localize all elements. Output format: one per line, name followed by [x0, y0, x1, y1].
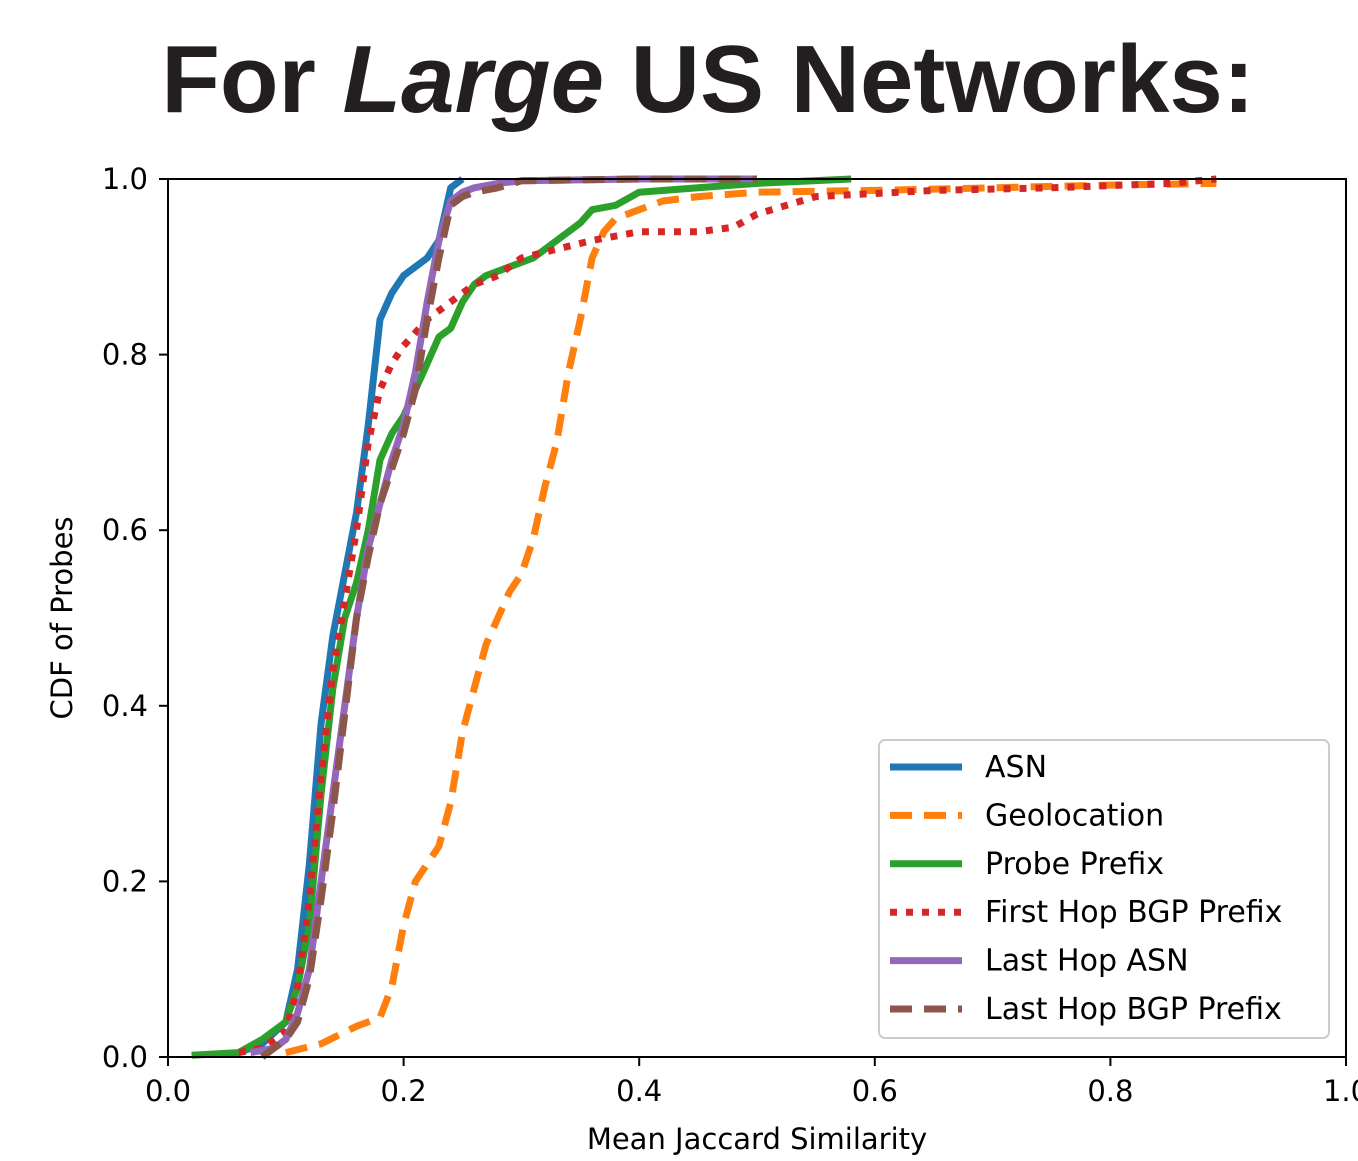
series-line-geolocation [284, 179, 1217, 1056]
legend-items: ASN Geolocation Probe Prefix First Hop BGP … [890, 750, 1282, 1027]
series-line-first-hop-bgp-prefix [238, 175, 1217, 1057]
x-tick-label: 0.6 [852, 1074, 898, 1108]
legend-label: ASN [985, 750, 1047, 785]
x-tick-label: 0.0 [145, 1074, 191, 1108]
chart-title: For Large US Networks: [161, 26, 1255, 133]
legend-label: Last Hop BGP Prefix [985, 992, 1282, 1027]
x-tick-label: 0.8 [1087, 1074, 1133, 1108]
series-line-asn [237, 176, 465, 1056]
series-layer [191, 175, 1217, 1060]
y-tick-label: 0.6 [102, 513, 148, 547]
legend-label: Probe Prefix [985, 847, 1164, 882]
plot-frame [167, 178, 1347, 1058]
legend-label: Last Hop ASN [985, 944, 1189, 979]
y-tick-label: 0.2 [102, 864, 148, 898]
series-line-probe-prefix [191, 175, 852, 1059]
chart-title-suffix: US Networks: [604, 26, 1255, 133]
x-tick-label: 0.4 [616, 1074, 662, 1108]
legend-label: First Hop BGP Prefix [985, 895, 1282, 930]
legend-label: Geolocation [985, 798, 1164, 833]
y-tick-label: 1.0 [102, 162, 148, 196]
x-axis-label: Mean Jaccard Similarity [587, 1122, 927, 1156]
series-line-last-hop-bgp-prefix [260, 175, 757, 1060]
series-line-last-hop-asn [249, 175, 757, 1057]
x-tick-label: 1.0 [1323, 1074, 1358, 1108]
y-tick-label: 0.0 [102, 1040, 148, 1074]
legend: ASN Geolocation Probe Prefix First Hop BGP … [878, 739, 1330, 1039]
x-tick-label: 0.2 [381, 1074, 427, 1108]
y-tick-label: 0.8 [102, 338, 148, 372]
y-axis-label: CDF of Probes [45, 516, 79, 719]
legend-frame [878, 739, 1330, 1039]
chart-title-emphasis: Large [343, 26, 604, 133]
ticks-layer: 0.0 0.2 0.4 0.6 0.8 1.0 0.0 0.2 0.4 0.6 0.8 1.0 [102, 162, 1358, 1108]
chart-title-prefix: For [161, 26, 342, 133]
y-tick-label: 0.4 [102, 689, 148, 723]
